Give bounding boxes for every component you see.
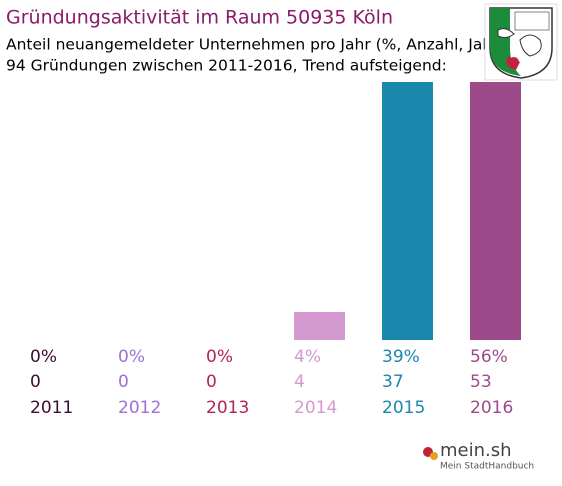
brand-name: mein.sh — [440, 440, 512, 461]
x-tick-label: 2014 — [294, 398, 337, 418]
bar — [470, 82, 521, 340]
x-tick-label: 2015 — [382, 398, 425, 418]
value-label: 39% — [382, 347, 420, 367]
x-tick-label: 2011 — [30, 398, 73, 418]
plot-area — [294, 82, 521, 340]
brand-logo: mein.sh Mein StadtHandbuch — [416, 434, 534, 474]
value-label: 0% — [118, 347, 145, 367]
value-label: 0% — [206, 347, 233, 367]
value-label: 4% — [294, 347, 321, 367]
coat-of-arms — [484, 3, 558, 81]
x-tick-label: 2012 — [118, 398, 161, 418]
chart-title: Gründungsaktivität im Raum 50935 Köln — [6, 7, 393, 29]
brand-tagline: Mein StadtHandbuch — [440, 462, 534, 472]
chart-subtitle: 94 Gründungen zwischen 2011-2016, Trend … — [6, 57, 447, 75]
x-tick-label: 2013 — [206, 398, 249, 418]
value-label: 0% — [30, 347, 57, 367]
count-label: 4 — [294, 372, 305, 392]
bar — [382, 82, 433, 340]
chart-subtitle: Anteil neuangemeldeter Unternehmen pro J… — [6, 36, 505, 54]
x-tick-label: 2016 — [470, 398, 513, 418]
count-label: 37 — [382, 372, 404, 392]
bar — [294, 312, 345, 340]
count-label: 53 — [470, 372, 492, 392]
count-label: 0 — [206, 372, 217, 392]
value-label: 56% — [470, 347, 508, 367]
count-label: 0 — [30, 372, 41, 392]
count-label: 0 — [118, 372, 129, 392]
